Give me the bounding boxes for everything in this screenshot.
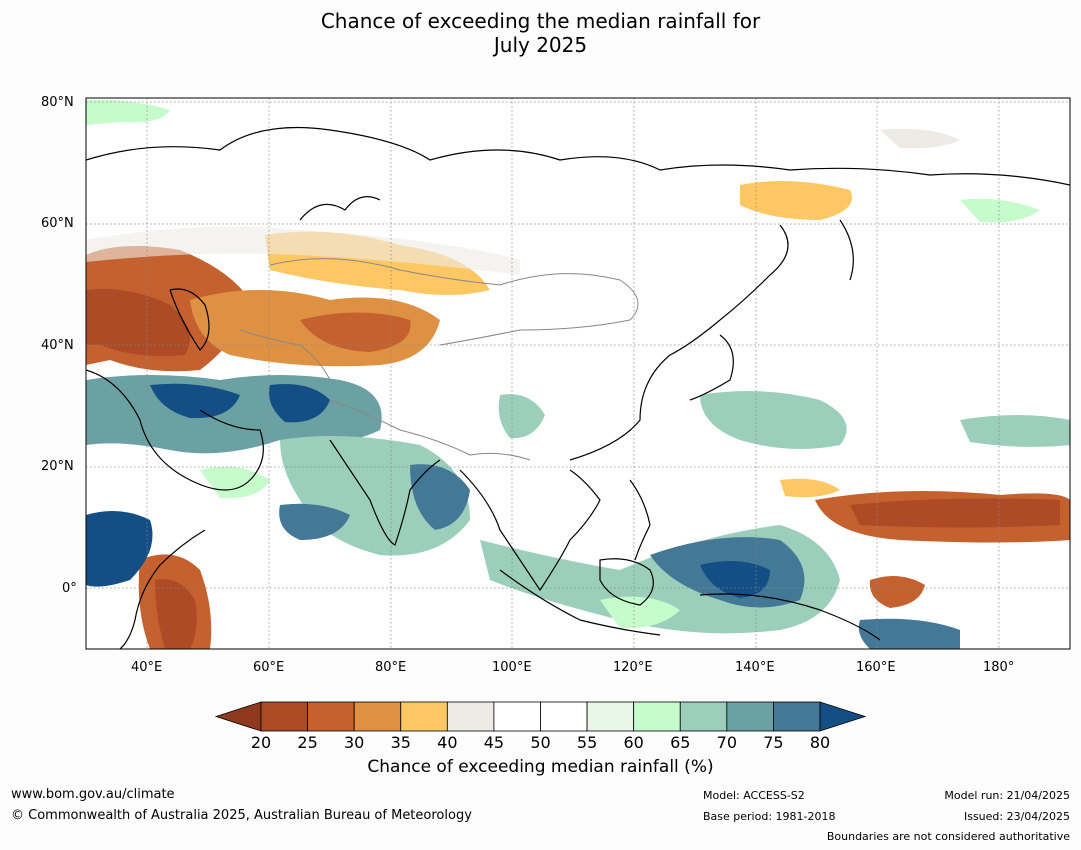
dry-region-pacific-north	[780, 478, 840, 498]
dry-region-pacific-south	[869, 576, 925, 608]
colorbar-tick-label: 20	[251, 733, 271, 752]
wet-region-central-pacific	[960, 415, 1070, 447]
coast-borneo	[599, 558, 654, 606]
coast-arctic	[86, 126, 1070, 186]
map-frame	[85, 97, 1071, 650]
probability-fields	[86, 99, 1070, 649]
near-normal-patches	[880, 128, 960, 149]
colorbar-tick-label: 25	[297, 733, 317, 752]
near-normal-band-north	[86, 226, 520, 275]
lat-label-0: 0°	[62, 581, 77, 596]
coast-arabia-africa	[86, 369, 264, 491]
colorbar-segment	[726, 701, 774, 732]
coast-new-guinea	[699, 593, 881, 641]
lat-label-20n: 20°N	[41, 459, 74, 474]
coastlines	[86, 126, 1070, 649]
footer-copyright: © Commonwealth of Australia 2025, Austra…	[11, 808, 472, 823]
map-background	[86, 98, 1070, 649]
coast-japan	[689, 334, 734, 401]
colorbar-tick-label: 50	[530, 733, 550, 752]
wet-region-south-pacific	[858, 618, 960, 649]
coast-west-siberia	[299, 196, 381, 221]
lon-label-180: 180°	[983, 660, 1015, 675]
footer-issued: Issued: 23/04/2025	[963, 810, 1070, 823]
colorbar-segment	[353, 701, 402, 732]
coast-east-africa	[119, 529, 206, 649]
dry-region-east-africa-core	[155, 579, 197, 649]
wet-region-arabian-sea	[279, 503, 350, 540]
colorbar-extend-high	[819, 701, 867, 732]
coast-kamchatka	[839, 219, 854, 281]
colorbar-segment	[260, 701, 308, 732]
country-borders	[239, 258, 639, 461]
lat-label-40n: 40°N	[41, 338, 74, 353]
colorbar-tick-label: 60	[623, 733, 643, 752]
colorbar-tick-label: 55	[577, 733, 597, 752]
coast-east-asia	[569, 224, 789, 461]
wet-region-china	[498, 394, 545, 439]
coast-sumatra-java	[499, 569, 661, 636]
colorbar-label: Chance of exceeding median rainfall (%)	[367, 757, 714, 777]
lat-label-60n: 60°N	[41, 216, 74, 231]
dry-region-west-asia-core	[86, 289, 190, 357]
colorbar-segment	[400, 701, 448, 732]
dry-region-siberia	[740, 181, 852, 220]
lat-label-80n: 80°N	[41, 95, 74, 110]
lon-label-40e: 40°E	[131, 660, 163, 675]
map-area	[86, 98, 1070, 649]
wet-region-horn-of-africa	[86, 511, 153, 587]
lon-label-100e: 100°E	[492, 660, 532, 675]
colorbar-segment	[446, 701, 495, 732]
colorbar-tick-label: 45	[484, 733, 504, 752]
coast-india	[329, 439, 441, 546]
wet-region-west-pacific	[700, 391, 847, 449]
footer-disclaimer: Boundaries are not considered authoritat…	[826, 830, 1070, 843]
lon-label-140e: 140°E	[735, 660, 775, 675]
lon-label-160e: 160°E	[856, 660, 896, 675]
colorbar-segment	[633, 701, 681, 732]
colorbar-tick-label: 65	[670, 733, 690, 752]
colorbar-segment	[586, 701, 635, 732]
colorbar-tick-label: 75	[763, 733, 783, 752]
wet-region-pakistan-core	[269, 384, 330, 423]
footer-model-run: Model run: 21/04/2025	[944, 789, 1070, 802]
colorbar: 20 25 30 35 40 45 50 55 60 65 70 75 80	[214, 701, 867, 752]
chart-title-line1: Chance of exceeding the median rainfall …	[320, 9, 761, 33]
chart-title-line2: July 2025	[493, 33, 588, 57]
colorbar-tick-label: 30	[344, 733, 364, 752]
colorbar-tick-label: 70	[717, 733, 737, 752]
colorbar-tick-label: 40	[437, 733, 457, 752]
colorbar-tick-label: 35	[391, 733, 411, 752]
colorbar-tick-label: 80	[810, 733, 830, 752]
wet-region-arabia-iran-core	[150, 383, 240, 419]
colorbar-extend-low	[214, 701, 262, 732]
lon-label-80e: 80°E	[375, 660, 407, 675]
colorbar-segment	[679, 701, 728, 732]
wet-region-bay-of-bengal	[410, 464, 470, 530]
wet-region-light-green-3	[86, 99, 170, 125]
dry-region-pacific-core	[850, 498, 1060, 528]
coast-philippines	[629, 479, 651, 561]
graticule	[86, 98, 1070, 649]
wet-region-maritime-deep	[700, 561, 770, 598]
colorbar-segment	[540, 701, 588, 732]
footer-website: www.bom.gov.au/climate	[11, 787, 175, 802]
wet-region-light-green-4	[960, 198, 1040, 223]
coast-caspian	[169, 288, 210, 351]
coast-southeast-asia	[459, 469, 601, 592]
footer-base-period: Base period: 1981-2018	[703, 810, 836, 823]
wet-region-light-green-1	[600, 596, 680, 629]
footer-model: Model: ACCESS-S2	[703, 789, 805, 802]
colorbar-segment	[773, 701, 821, 732]
lon-label-60e: 60°E	[253, 660, 285, 675]
lon-label-120e: 120°E	[613, 660, 653, 675]
colorbar-segment	[493, 701, 541, 732]
dry-region-central-asia-core	[300, 312, 411, 352]
colorbar-segment	[307, 701, 355, 732]
wet-region-light-green-2	[200, 466, 270, 499]
